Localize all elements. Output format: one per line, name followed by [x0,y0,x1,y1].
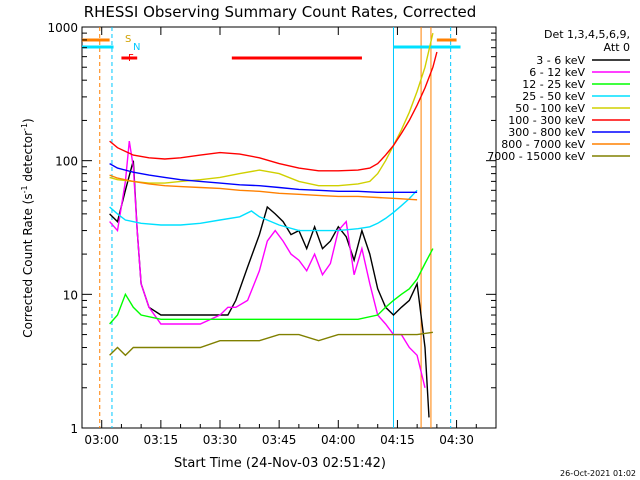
y-axis-label-sup2: -1 [20,123,29,131]
legend-header-1: Det 1,3,4,5,6,9, [544,28,630,41]
y-tick-label: 100 [55,155,78,169]
flag-label-s: S [125,34,131,45]
legend-label-4: 25 - 50 keV [522,90,585,103]
y-axis-label-mid: detector [21,131,35,186]
legend-label-6: 100 - 300 keV [508,114,585,127]
series-line-8 [109,174,418,201]
x-axis: 03:00 03:15 03:30 03:45 04:00 04:15 04:30 [84,27,477,447]
legend-label-3: 12 - 25 keV [522,78,585,91]
y-axis-label-end: ) [21,118,35,123]
x-tick-label: 04:00 [321,433,356,447]
x-tick-label: 03:00 [84,433,119,447]
x-tick-label: 04:15 [380,433,415,447]
y-axis-label-sup1: -1 [20,185,29,193]
x-tick-label: 03:30 [203,433,238,447]
y-axis: 1 10 100 1000 [47,21,496,436]
flag-label-n: N [133,42,140,53]
x-tick-label: 04:30 [439,433,474,447]
series-line-9 [109,331,434,357]
legend-label-7: 300 - 800 keV [508,126,585,139]
y-tick-label: 1000 [47,21,78,35]
plot-frame [81,26,497,429]
y-axis-label: Corrected Count Rate (s-1 detector-1) [20,118,35,337]
x-tick-label: 03:45 [262,433,297,447]
legend-label-5: 50 - 100 keV [515,102,585,115]
series-line-4 [109,189,418,232]
series-line-3 [109,248,434,325]
legend-label-9: 7000 - 15000 keV [487,150,585,163]
series-line-1 [109,160,430,418]
chart-title: RHESSI Observing Summary Count Rates, Co… [84,3,477,21]
series-layer [109,32,438,418]
y-tick-label: 1 [70,422,78,436]
legend-label-1: 3 - 6 keV [536,54,585,67]
time-markers [99,27,452,428]
y-tick-label: 10 [63,288,78,302]
series-line-7 [109,162,418,194]
series-line-5 [109,32,434,187]
x-tick-label: 03:15 [144,433,179,447]
y-axis-label-main: Corrected Count Rate (s [21,193,35,337]
series-line-2 [109,140,426,388]
timestamp: 26-Oct-2021 01:02 [560,469,636,478]
series-line-6 [109,51,438,172]
flag-label-f: F [128,53,134,64]
legend-header-2: Att 0 [604,41,630,54]
legend-label-2: 6 - 12 keV [529,66,585,79]
x-axis-label: Start Time (24-Nov-03 02:51:42) [174,456,386,471]
legend-label-8: 800 - 7000 keV [501,138,585,151]
